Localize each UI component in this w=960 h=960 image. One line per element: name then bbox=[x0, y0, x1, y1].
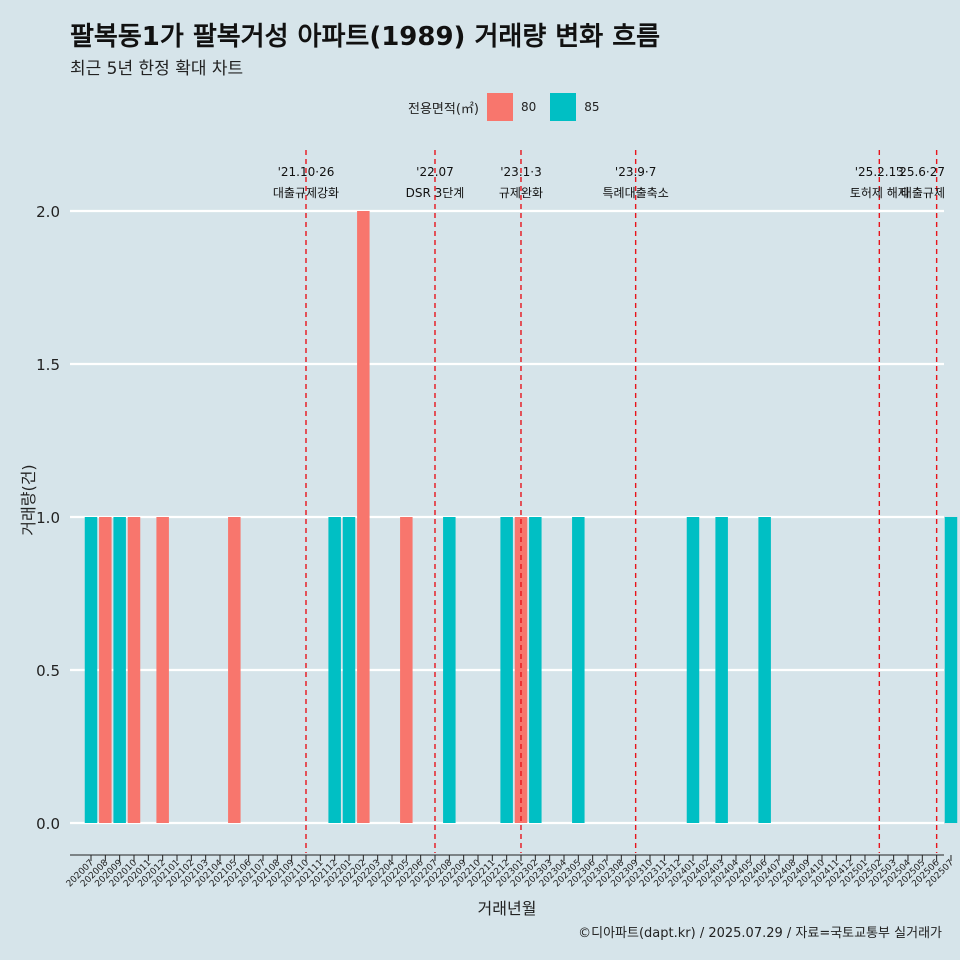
event-label-202301: 규제완화 bbox=[499, 186, 543, 200]
legend-title: 전용면적(㎡) bbox=[408, 101, 479, 117]
chart-title: 팔복동1가 팔복거성 아파트(1989) 거래량 변화 흐름 bbox=[70, 22, 661, 52]
y-tick-label: 0.5 bbox=[36, 662, 60, 680]
bar-85-202009 bbox=[113, 517, 126, 823]
event-label-202506: 대출규제 bbox=[901, 186, 945, 200]
bar-85-202507 bbox=[944, 517, 958, 823]
event-date-202309: '23.9·7 bbox=[615, 165, 656, 179]
source-caption: ©디아파트(dapt.kr) / 2025.07.29 / 자료=국토교통부 실… bbox=[578, 926, 942, 941]
event-label-202309: 특례대출축소 bbox=[603, 186, 669, 200]
x-axis-title: 거래년월 bbox=[478, 899, 537, 918]
bar-80-202105 bbox=[228, 517, 241, 823]
bar-85-202406 bbox=[758, 517, 771, 823]
bar-85-202007 bbox=[84, 517, 98, 823]
bar-85-202201 bbox=[342, 517, 356, 823]
event-label-202502: 토허제 해제 bbox=[850, 186, 909, 200]
y-tick-label: 2.0 bbox=[36, 203, 60, 221]
event-label-202110: 대출규제강화 bbox=[273, 186, 339, 200]
event-date-202506: '25.6·27 bbox=[896, 165, 945, 179]
legend: 전용면적(㎡) 80 85 bbox=[408, 93, 614, 121]
event-date-202207: '22.07 bbox=[416, 165, 454, 179]
y-tick-label: 1.5 bbox=[36, 356, 60, 374]
bar-85-202305 bbox=[572, 517, 585, 823]
chart-subtitle: 최근 5년 한정 확대 차트 bbox=[70, 59, 244, 79]
legend-label-80: 80 bbox=[520, 100, 537, 114]
bar-85-202112 bbox=[328, 517, 341, 823]
bar-85-202212 bbox=[500, 517, 513, 823]
event-date-202502: '25.2.13 bbox=[855, 165, 904, 179]
bar-85-202403 bbox=[715, 517, 728, 823]
bar-80-202010 bbox=[127, 517, 141, 823]
legend-key-80 bbox=[486, 93, 513, 121]
event-label-202207: DSR 3단계 bbox=[406, 186, 465, 200]
bar-85-202302 bbox=[529, 517, 542, 823]
bar-80-202301 bbox=[514, 517, 528, 823]
bar-80-202008 bbox=[99, 517, 112, 823]
bar-80-202205 bbox=[400, 517, 413, 823]
bar-85-202208 bbox=[443, 517, 456, 823]
legend-label-85: 85 bbox=[584, 100, 600, 114]
y-tick-label: 0.0 bbox=[36, 815, 60, 833]
bar-85-202401 bbox=[686, 517, 700, 823]
y-axis-title: 거래량(건) bbox=[19, 464, 38, 535]
legend-key-85 bbox=[550, 93, 577, 121]
bar-80-202202 bbox=[357, 211, 370, 823]
bar-80-202012 bbox=[156, 517, 169, 823]
y-tick-label: 1.0 bbox=[36, 509, 60, 527]
event-date-202110: '21.10·26 bbox=[278, 165, 335, 179]
event-date-202301: '23.1·3 bbox=[500, 165, 541, 179]
